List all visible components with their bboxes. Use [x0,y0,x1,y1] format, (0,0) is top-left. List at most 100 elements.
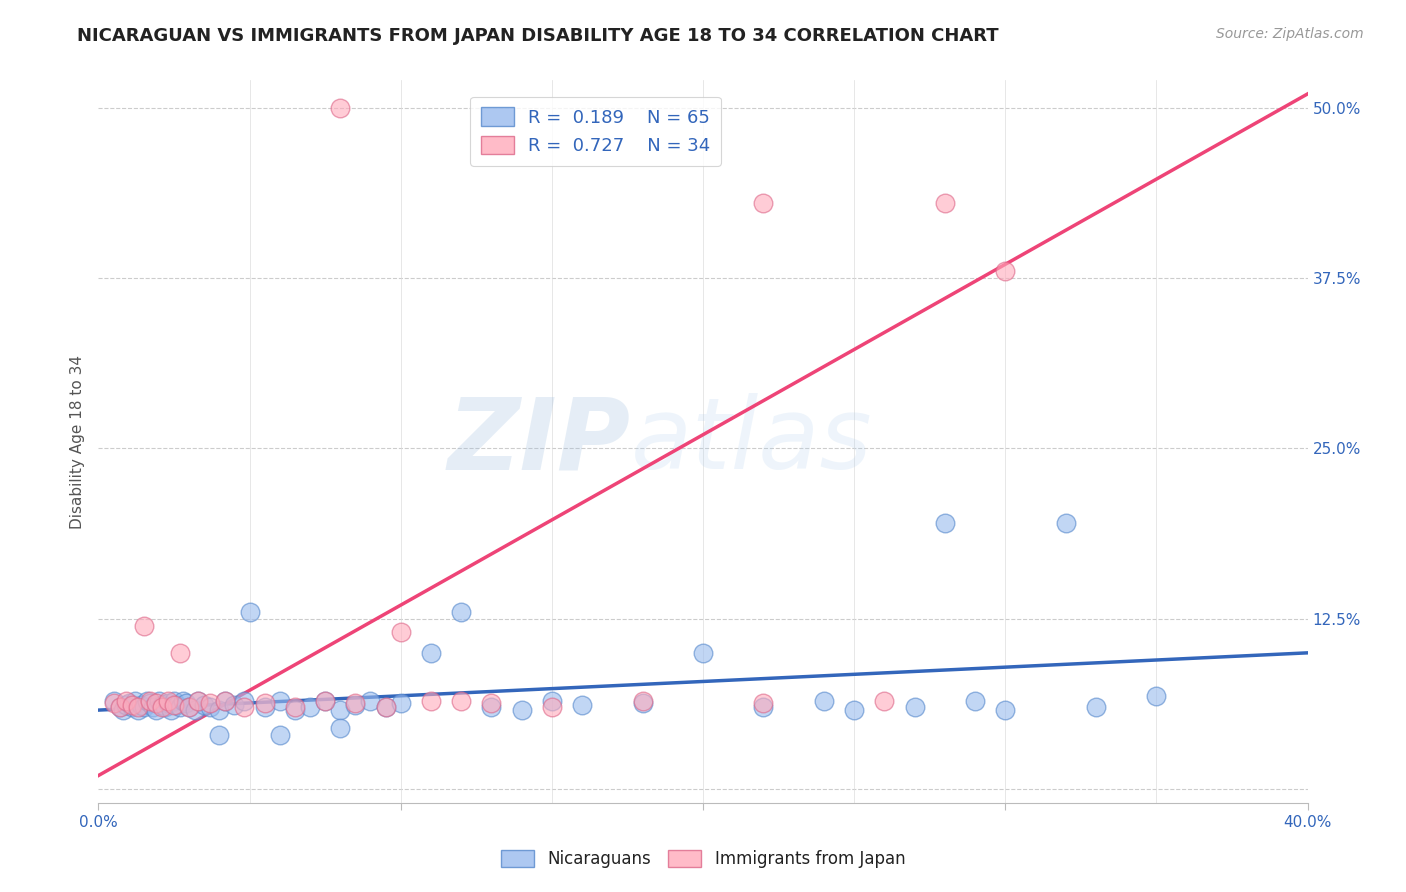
Point [873,693,896,707]
Point [156,693,179,707]
Point [156,696,179,710]
Point [179,700,201,714]
Point [160,703,183,717]
Point [132,700,155,714]
Point [752,700,775,714]
Point [172,693,194,707]
Point [314,693,336,707]
Text: ZIP: ZIP [447,393,630,490]
Point [450,693,472,707]
Point [329,101,352,115]
Point [631,696,654,710]
Point [481,700,503,714]
Point [153,700,176,714]
Point [540,693,562,707]
Point [163,693,186,707]
Point [844,703,866,717]
Point [127,700,149,714]
Point [166,698,188,712]
Point [994,264,1017,278]
Point [103,696,125,710]
Point [114,693,136,707]
Point [253,700,276,714]
Point [239,605,262,619]
Point [208,703,231,717]
Point [232,700,254,714]
Point [124,693,146,707]
Point [184,703,207,717]
Point [329,721,352,735]
Point [299,700,322,714]
Point [174,696,197,710]
Point [145,696,167,710]
Point [200,696,222,710]
Point [360,693,382,707]
Point [692,646,714,660]
Point [374,700,396,714]
Point [813,693,835,707]
Point [389,625,412,640]
Point [752,196,775,211]
Point [214,693,236,707]
Point [108,700,131,714]
Point [142,700,165,714]
Point [121,698,143,712]
Point [420,693,443,707]
Point [169,700,191,714]
Point [163,698,186,712]
Point [994,703,1017,717]
Point [904,700,927,714]
Legend: Nicaraguans, Immigrants from Japan: Nicaraguans, Immigrants from Japan [494,843,912,875]
Point [329,703,352,717]
Point [374,700,396,714]
Point [344,696,367,710]
Point [150,700,173,714]
Text: NICARAGUAN VS IMMIGRANTS FROM JAPAN DISABILITY AGE 18 TO 34 CORRELATION CHART: NICARAGUAN VS IMMIGRANTS FROM JAPAN DISA… [77,27,998,45]
Point [540,700,562,714]
Point [179,700,201,714]
Point [752,696,775,710]
Point [934,516,956,531]
Point [481,696,503,710]
Point [284,700,307,714]
Point [389,696,412,710]
Point [121,700,143,714]
Point [127,703,149,717]
Text: Source: ZipAtlas.com: Source: ZipAtlas.com [1216,27,1364,41]
Point [148,693,170,707]
Point [510,703,533,717]
Point [314,693,336,707]
Point [269,728,291,742]
Point [145,703,167,717]
Point [187,693,209,707]
Point [118,696,141,710]
Point [232,693,254,707]
Point [200,700,222,714]
Point [1144,690,1167,704]
Point [208,728,231,742]
Point [103,693,125,707]
Point [420,646,443,660]
Point [1054,516,1077,531]
Point [284,703,307,717]
Point [135,693,157,707]
Point [965,693,987,707]
Point [450,605,472,619]
Point [187,693,209,707]
Y-axis label: Disability Age 18 to 34: Disability Age 18 to 34 [69,354,84,529]
Point [193,698,215,712]
Point [169,646,191,660]
Point [114,698,136,712]
Point [132,618,155,632]
Point [571,698,593,712]
Point [224,698,246,712]
Point [139,696,162,710]
Point [111,703,134,717]
Point [214,693,236,707]
Point [129,698,152,712]
Point [108,700,131,714]
Point [269,693,291,707]
Text: atlas: atlas [630,393,872,490]
Point [631,693,654,707]
Point [253,696,276,710]
